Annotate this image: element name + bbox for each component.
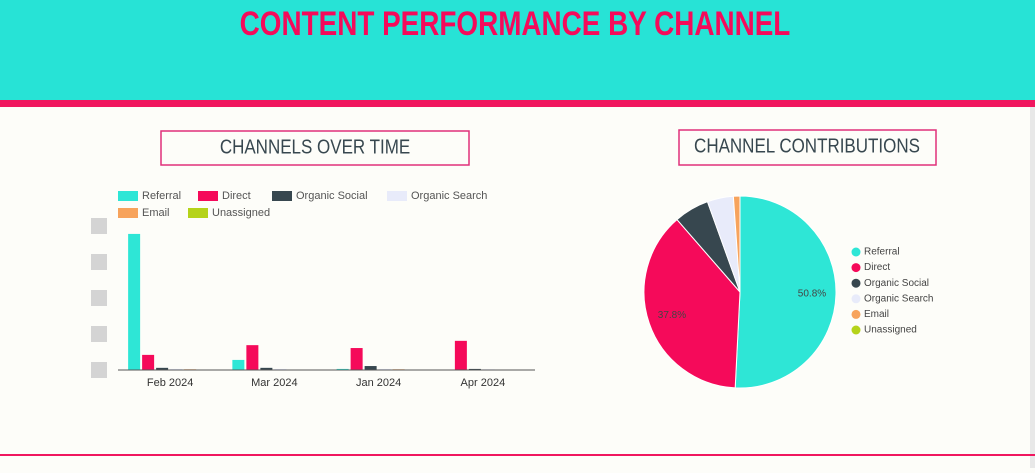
legend-label: Organic Social [864,278,929,289]
legend-swatch [188,208,208,218]
bar [142,355,154,370]
legend-swatch [118,208,138,218]
x-tick-label: Jan 2024 [356,377,401,389]
legend-label: Organic Social [296,190,368,202]
legend-swatch [852,294,861,303]
bar [351,348,363,370]
legend-swatch [118,191,138,201]
bar [128,234,140,370]
bar [365,366,377,370]
header-rule [0,100,1035,107]
blurred-axis-labels [91,218,107,378]
legend-swatch [852,263,861,272]
legend-label: Direct [222,190,251,202]
slice-label: 37.8% [658,310,686,321]
legend-label: Unassigned [864,325,917,336]
scrollbar [1030,107,1035,468]
legend-swatch [852,326,861,335]
legend-swatch [198,191,218,201]
x-tick-label: Mar 2024 [251,377,297,389]
legend-swatch [852,279,861,288]
legend-swatch [852,248,861,257]
legend-label: Email [864,309,889,320]
legend-label: Organic Search [411,190,487,202]
legend-label: Email [142,207,170,219]
legend-label: Organic Search [864,293,933,304]
panel-title: CHANNEL CONTRIBUTIONS [694,134,920,157]
legend-label: Referral [142,190,181,202]
x-tick-label: Apr 2024 [461,377,506,389]
legend-label: Direct [864,262,890,273]
slice-label: 50.8% [798,288,826,299]
bar [455,341,467,370]
panel-title: CHANNELS OVER TIME [220,135,410,158]
legend-swatch [852,310,861,319]
bar [246,345,258,370]
legend-label: Unassigned [212,207,270,219]
legend-swatch [387,191,407,201]
legend-label: Referral [864,247,900,258]
x-tick-label: Feb 2024 [147,377,193,389]
legend-swatch [272,191,292,201]
page-title: CONTENT PERFORMANCE BY CHANNEL [240,4,791,42]
bar [232,360,244,370]
